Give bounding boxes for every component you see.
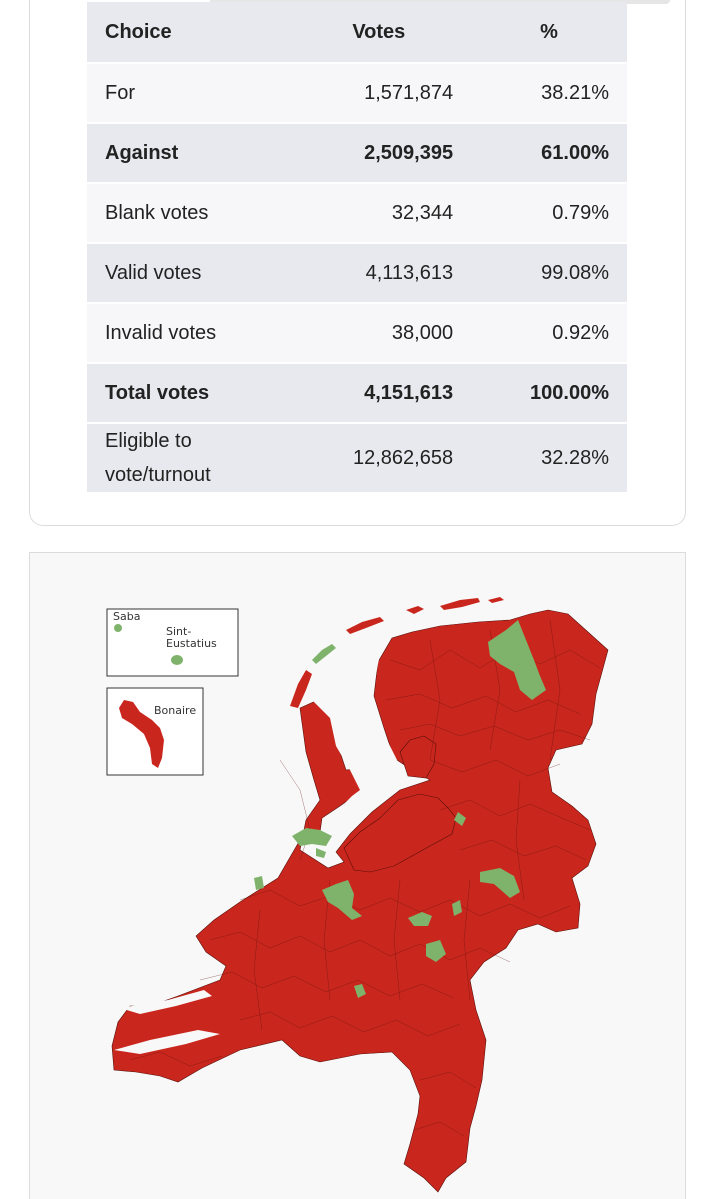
oosterschelde <box>120 990 212 1014</box>
ijsselmeer <box>312 636 410 842</box>
header-votes: Votes <box>286 2 472 64</box>
island-ameland <box>406 606 424 614</box>
region-zwolle <box>454 812 466 826</box>
row-choice-line1: Eligible to <box>105 430 192 452</box>
table-row-blank: Blank votes 32,344 0.79% <box>87 183 627 244</box>
row-votes: 38,000 <box>286 303 472 364</box>
row-choice-line2: vote/turnout <box>105 464 211 486</box>
table-row-valid: Valid votes 4,113,613 99.08% <box>87 243 627 304</box>
region-apeldoorn <box>452 900 462 916</box>
island-schiermonnikoog <box>440 598 480 610</box>
region-wageningen <box>408 912 432 926</box>
inset-label-bonaire: Bonaire <box>154 704 196 717</box>
table-row-against: Against 2,509,395 61.00% <box>87 123 627 184</box>
row-choice: Total votes <box>87 363 287 424</box>
row-percent: 38.21% <box>471 63 627 124</box>
row-votes: 2,509,395 <box>286 123 472 184</box>
row-votes: 4,151,613 <box>286 363 472 424</box>
island-sint-eustatius <box>171 655 183 665</box>
mainland-shape <box>111 609 609 1193</box>
mainland <box>111 609 609 1193</box>
island-vlieland <box>312 644 336 664</box>
region-leiden <box>254 876 264 890</box>
region-nijmegen <box>426 940 446 962</box>
inset-saba-statia: Saba Sint- Eustatius <box>106 608 239 677</box>
island-bonaire <box>119 700 164 768</box>
inset-box-saba-statia <box>106 608 239 677</box>
region-deventer <box>480 868 520 898</box>
row-choice: Blank votes <box>87 183 287 244</box>
region-groningen <box>488 620 546 700</box>
table-header-row: Choice Votes % <box>87 2 627 64</box>
row-choice: Valid votes <box>87 243 287 304</box>
row-votes: 1,571,874 <box>286 63 472 124</box>
island-texel <box>290 670 312 708</box>
island-saba <box>114 624 122 632</box>
row-percent: 32.28% <box>471 423 627 494</box>
row-percent: 100.00% <box>471 363 627 424</box>
westerschelde <box>114 1030 220 1054</box>
inset-label-statia-1: Sint- <box>166 625 191 638</box>
region-amsterdam <box>292 828 332 846</box>
row-votes: 4,113,613 <box>286 243 472 304</box>
row-votes: 12,862,658 <box>286 423 472 494</box>
region-utrecht <box>322 880 362 920</box>
table-row-total: Total votes 4,151,613 100.00% <box>87 363 627 424</box>
results-table: Choice Votes % For 1,571,874 38.21% Agai… <box>87 2 627 494</box>
noordoostpolder <box>399 735 437 779</box>
table-row-for: For 1,571,874 38.21% <box>87 63 627 124</box>
haringvliet <box>150 962 216 980</box>
region-diemen <box>316 848 326 858</box>
island-rottumeroog <box>488 597 504 603</box>
for-municipalities <box>254 620 546 998</box>
row-percent: 0.92% <box>471 303 627 364</box>
inset-label-saba: Saba <box>113 610 140 623</box>
row-percent: 99.08% <box>471 243 627 304</box>
row-votes: 32,344 <box>286 183 472 244</box>
header-percent: % <box>471 2 627 64</box>
wadden-islands <box>290 597 504 708</box>
row-choice: Eligible to vote/turnout <box>87 423 287 494</box>
row-choice: Against <box>87 123 287 184</box>
row-percent: 0.79% <box>471 183 627 244</box>
region-den-bosch <box>354 984 366 998</box>
island-terschelling <box>346 617 384 634</box>
table-row-eligible: Eligible to vote/turnout 12,862,658 32.2… <box>87 423 627 494</box>
row-choice: Invalid votes <box>87 303 287 364</box>
inset-label-statia-2: Eustatius <box>166 637 217 650</box>
table-row-invalid: Invalid votes 38,000 0.92% <box>87 303 627 364</box>
row-percent: 61.00% <box>471 123 627 184</box>
header-choice: Choice <box>87 2 287 64</box>
row-choice: For <box>87 63 287 124</box>
inset-bonaire: Bonaire <box>106 687 204 776</box>
